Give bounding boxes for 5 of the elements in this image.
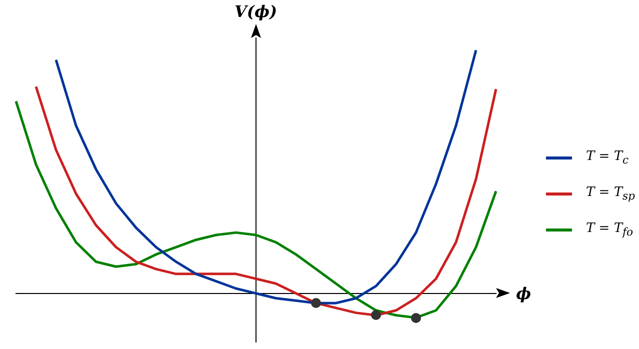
legend-label: T = T$_{fo}$: [586, 221, 634, 239]
legend-label: T = T$_{sp}$: [586, 185, 635, 203]
y-axis-title: V(ϕ): [234, 2, 278, 21]
x-axis-title: ϕ: [516, 284, 532, 303]
legend-label: T = T$_{c}$: [586, 149, 629, 167]
